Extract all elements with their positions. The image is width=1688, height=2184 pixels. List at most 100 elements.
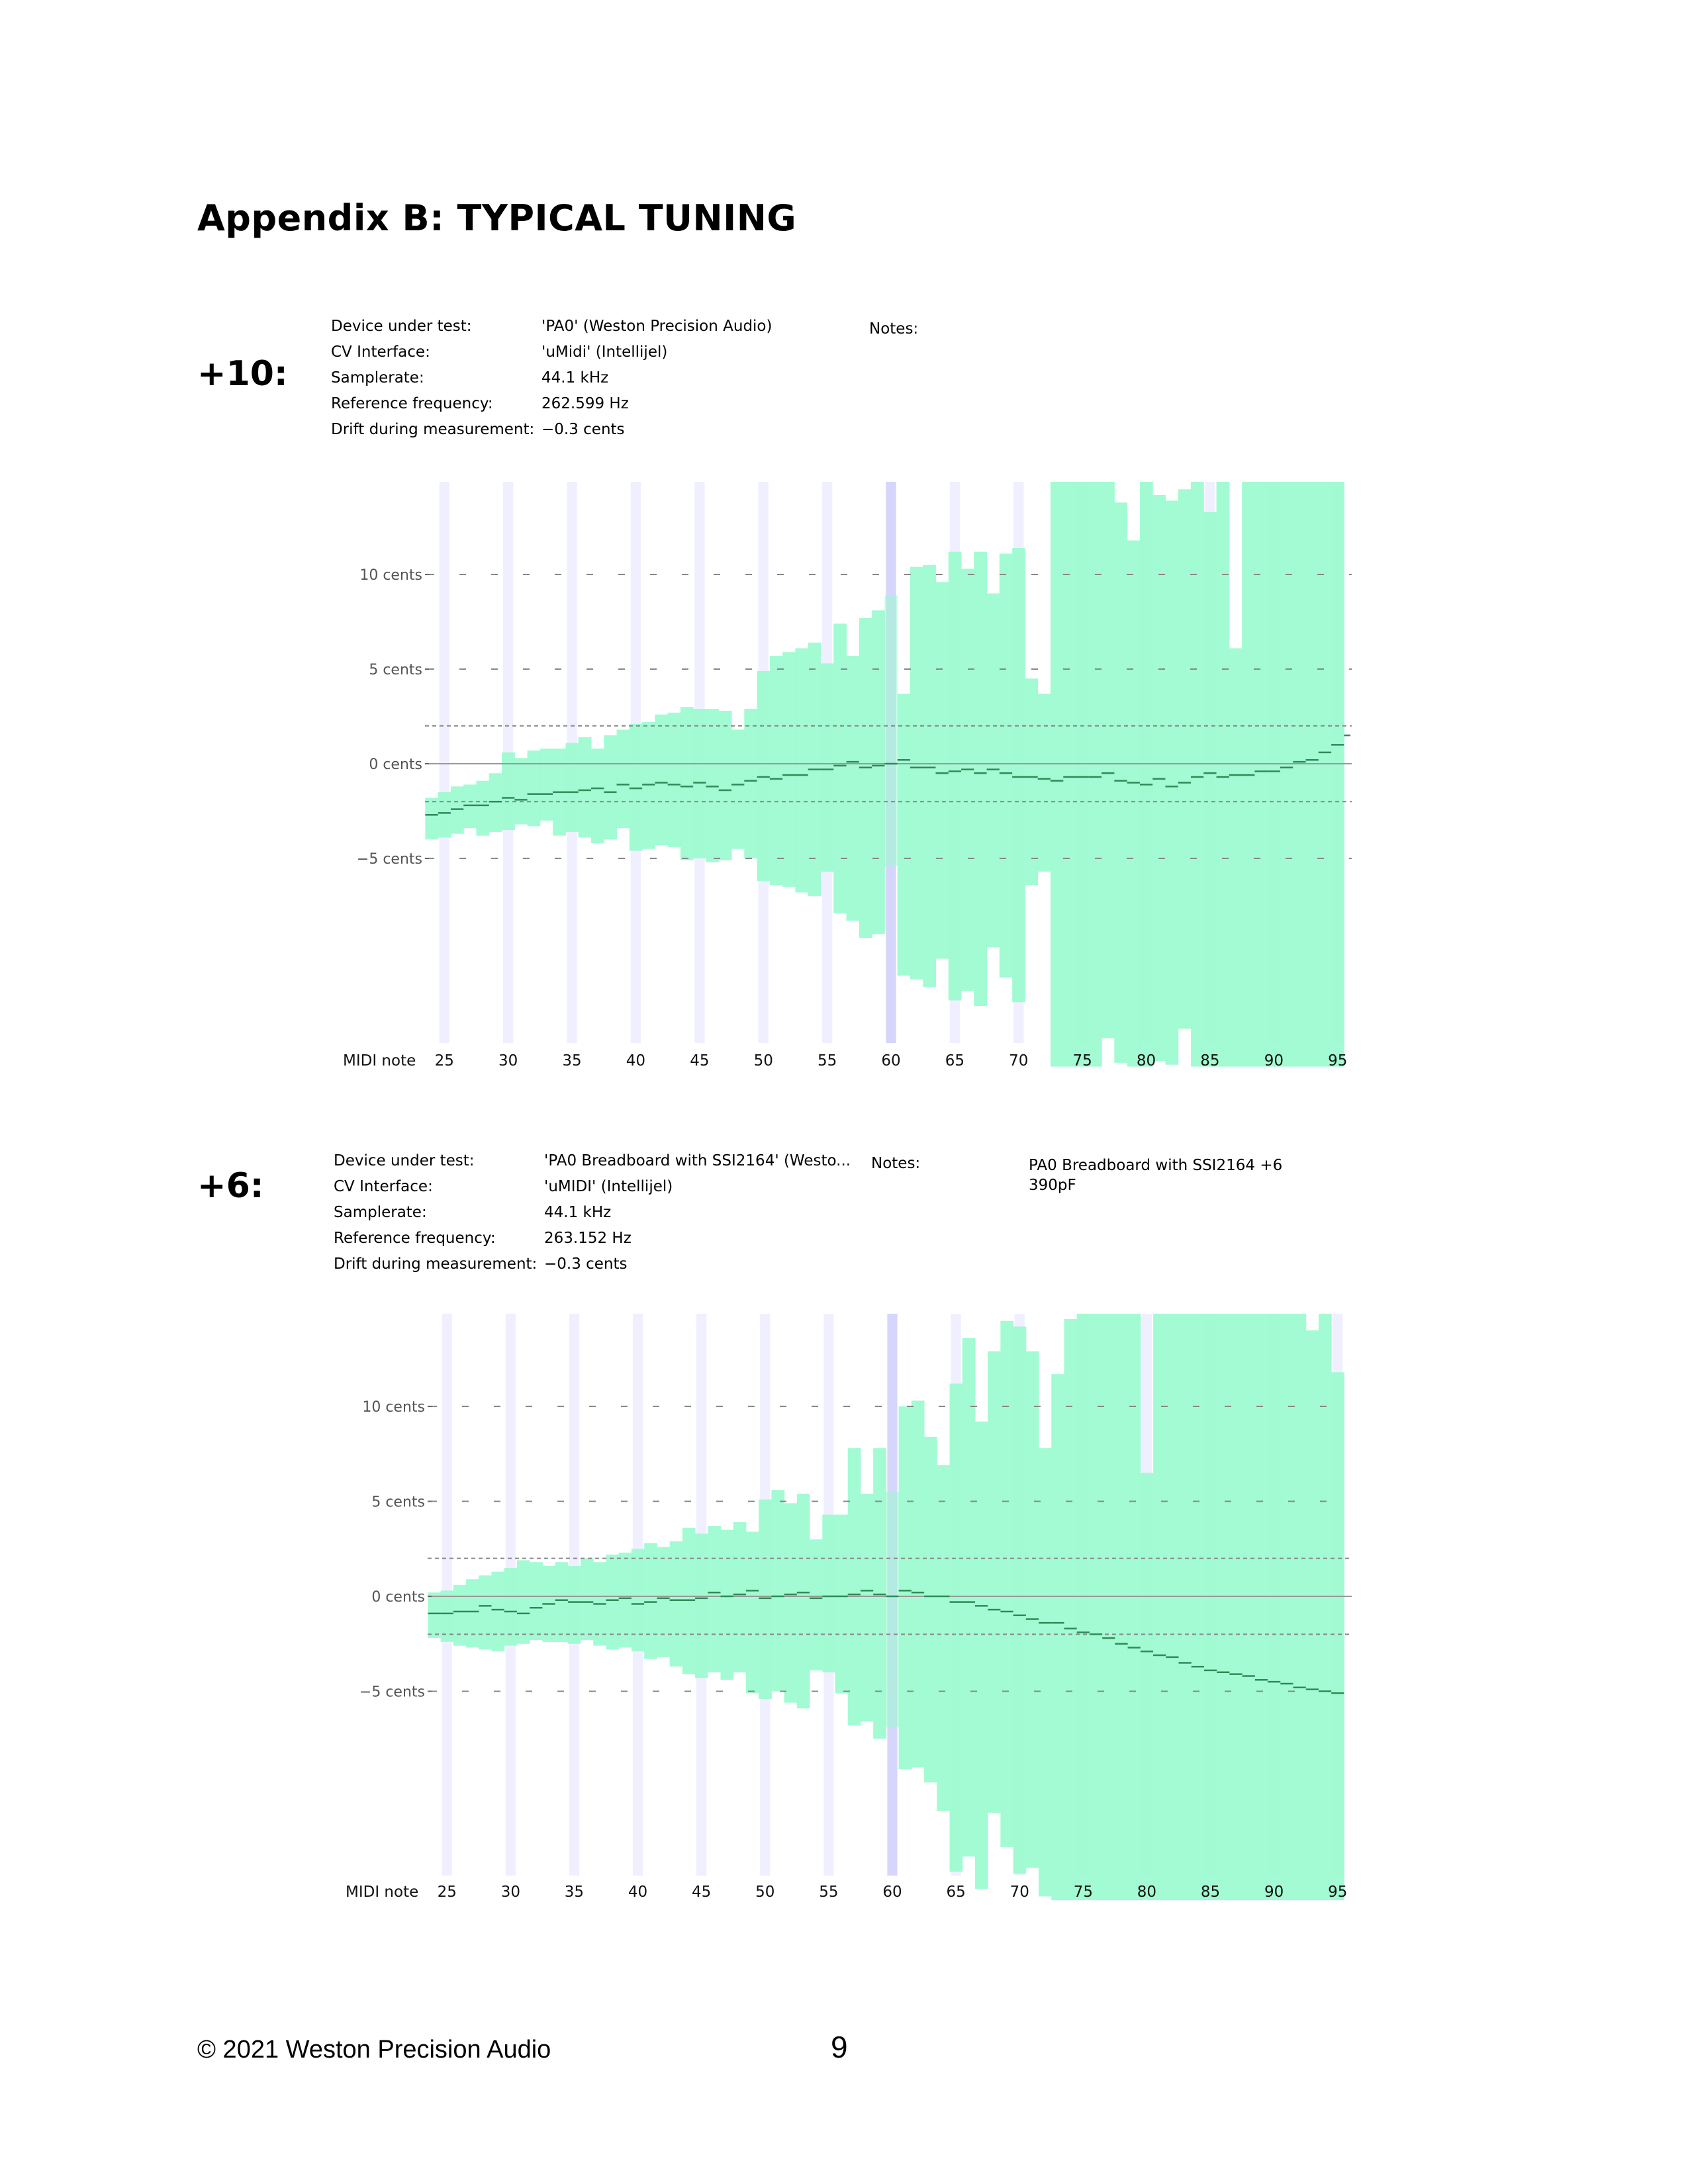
x-tick-label: 65	[946, 1884, 965, 1901]
section-label-plus-6: +6:	[197, 1166, 264, 1206]
deviation-band	[1268, 1314, 1281, 1901]
deviation-band	[1229, 648, 1243, 1067]
deviation-band	[860, 1494, 874, 1722]
info-key: CV Interface:	[331, 343, 430, 361]
deviation-band	[453, 1584, 467, 1646]
deviation-band	[1293, 482, 1307, 1067]
info-value: 'PA0' (Weston Precision Audio)	[541, 318, 773, 335]
deviation-band	[1254, 482, 1268, 1067]
notes-label: Notes:	[869, 320, 919, 338]
deviation-band	[988, 1351, 1001, 1813]
deviation-band	[1280, 1314, 1293, 1901]
info-value: 263.152 Hz	[544, 1230, 632, 1247]
deviation-band	[581, 1558, 594, 1641]
deviation-band	[886, 1492, 900, 1728]
deviation-band	[1000, 1320, 1014, 1847]
x-tick-label: 25	[435, 1052, 454, 1069]
deviation-band	[644, 1543, 657, 1659]
deviation-band	[1166, 1314, 1179, 1901]
note-column-highlight	[439, 482, 449, 1043]
deviation-band	[784, 1503, 798, 1703]
deviation-band	[1013, 1326, 1027, 1874]
x-tick-label: 35	[562, 1052, 581, 1069]
deviation-band	[757, 670, 771, 882]
deviation-band	[1203, 1314, 1217, 1901]
deviation-band	[618, 1552, 632, 1648]
deviation-band	[1178, 1314, 1192, 1901]
deviation-band	[1139, 482, 1153, 1067]
deviation-band	[986, 593, 1000, 948]
info-key: Device under test:	[331, 318, 472, 335]
deviation-band	[1293, 1314, 1307, 1901]
deviation-band	[590, 749, 604, 844]
deviation-band	[1152, 494, 1166, 1062]
deviation-band	[948, 551, 962, 1001]
deviation-band	[693, 709, 706, 858]
deviation-band	[555, 1562, 569, 1642]
deviation-band	[1076, 482, 1090, 1067]
deviation-band	[1331, 1372, 1344, 1901]
deviation-band	[695, 1533, 708, 1678]
chart-plot-2: 10 cents 5 cents 0 cents −5 cents MIDI note 2…	[346, 1314, 1352, 1901]
deviation-band	[629, 723, 643, 851]
deviation-band	[669, 1541, 683, 1667]
deviation-band	[1217, 1314, 1230, 1901]
x-tick-label: 70	[1010, 1884, 1029, 1901]
deviation-band	[833, 623, 847, 913]
deviation-band	[539, 749, 553, 821]
deviation-band	[935, 582, 949, 959]
y-tick-label: −5 cents	[359, 1684, 425, 1701]
y-tick-label: 10 cents	[362, 1399, 425, 1416]
deviation-band	[872, 610, 885, 934]
x-tick-label: 40	[628, 1884, 647, 1901]
deviation-band	[1127, 540, 1141, 1067]
deviation-band	[731, 729, 745, 849]
deviation-band	[1050, 482, 1064, 1067]
deviation-band	[578, 737, 592, 838]
info-value: 'uMIDI' (Intellijel)	[544, 1178, 673, 1195]
deviation-band	[835, 1514, 849, 1694]
x-tick-label: 80	[1137, 1052, 1156, 1069]
deviation-band	[1305, 1330, 1319, 1901]
deviation-band	[682, 1527, 696, 1674]
deviation-band	[1318, 1314, 1332, 1901]
deviation-band	[440, 1590, 454, 1642]
y-tick-label: 5 cents	[369, 662, 422, 678]
info-key: Reference frequency:	[331, 395, 493, 412]
deviation-band	[1063, 482, 1077, 1067]
deviation-band	[924, 1436, 937, 1783]
x-tick-label: 55	[818, 1052, 837, 1069]
deviation-band	[820, 663, 834, 872]
info-key: CV Interface:	[334, 1178, 433, 1195]
deviation-band	[1153, 1314, 1166, 1901]
deviation-band	[796, 1494, 810, 1709]
y-tick-label: 0 cents	[369, 756, 422, 773]
deviation-band	[974, 551, 988, 1007]
deviation-band	[1102, 482, 1115, 1038]
deviation-band	[745, 1531, 759, 1694]
info-value: 'PA0 Breadboard with SSI2164' (Westo...	[544, 1152, 851, 1169]
notes-label: Notes:	[871, 1155, 921, 1172]
deviation-band	[1165, 500, 1179, 1065]
x-tick-label: 30	[498, 1052, 518, 1069]
x-tick-label: 75	[1073, 1052, 1092, 1069]
deviation-band	[514, 758, 528, 825]
x-tick-label: 60	[882, 1884, 902, 1901]
deviation-band	[720, 1529, 734, 1680]
y-tick-label: 5 cents	[371, 1494, 425, 1511]
y-tick-label: −5 cents	[357, 851, 422, 868]
deviation-band	[706, 709, 720, 862]
deviation-band	[476, 780, 490, 836]
deviation-band	[604, 735, 618, 840]
deviation-band	[463, 784, 477, 829]
deviation-band	[1267, 482, 1281, 1067]
x-tick-label: 45	[692, 1884, 711, 1901]
x-tick-label: 35	[565, 1884, 584, 1901]
deviation-band	[847, 1448, 861, 1726]
deviation-band	[1178, 489, 1192, 1029]
info-value: 262.599 Hz	[541, 395, 629, 412]
chart-plot-1: 10 cents 5 cents 0 cents −5 cents MIDI note 2…	[343, 482, 1352, 1069]
deviation-band	[1254, 1314, 1268, 1901]
deviation-band	[502, 752, 515, 831]
